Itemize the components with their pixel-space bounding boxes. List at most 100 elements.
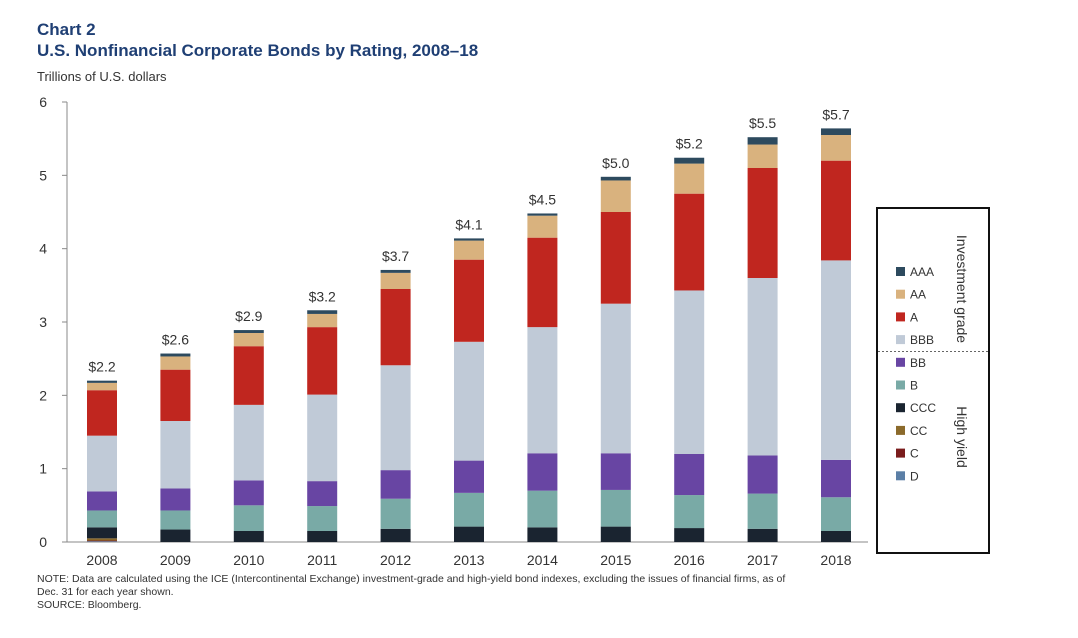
legend-label-ccc: CCC <box>910 401 936 415</box>
legend-label-bbb: BBB <box>910 333 934 347</box>
bar-segment-b-2018 <box>821 497 851 531</box>
total-label-2010: $2.9 <box>235 308 262 324</box>
bar-segment-bb-2017 <box>747 455 778 494</box>
bar-segment-b-2008 <box>87 510 117 528</box>
bar-segment-d-2008 <box>87 541 117 542</box>
legend-group-label-investment-grade: Investment grade <box>954 235 970 343</box>
bar-segment-b-2009 <box>160 510 191 530</box>
bar-segment-ccc-2017 <box>747 528 778 542</box>
bar-segment-aaa-2015 <box>600 176 631 181</box>
bar-segment-bbb-2011 <box>307 394 338 482</box>
legend-swatch-c <box>896 448 905 458</box>
bar-segment-aa-2008 <box>87 382 117 391</box>
total-label-2008: $2.2 <box>88 359 115 375</box>
bar-segment-ccc-2010 <box>233 531 264 542</box>
legend-swatch-d <box>896 471 905 481</box>
bar-segment-aaa-2016 <box>674 157 705 164</box>
bar-segment-aa-2011 <box>307 313 338 328</box>
total-label-2014: $4.5 <box>529 191 556 207</box>
y-tick-label: 4 <box>39 241 47 257</box>
x-tick-label-2016: 2016 <box>674 552 705 568</box>
legend-swatch-aa <box>896 289 905 299</box>
bar-segment-bb-2008 <box>87 491 117 511</box>
legend-swatch-bb <box>896 357 905 367</box>
total-label-2013: $4.1 <box>455 216 482 232</box>
bar-segment-aa-2016 <box>674 163 705 194</box>
bar-segment-c-2008 <box>87 540 117 542</box>
bar-segment-aaa-2013 <box>454 238 484 241</box>
total-label-2012: $3.7 <box>382 248 409 264</box>
bar-segment-aaa-2017 <box>747 137 778 145</box>
x-tick-label-2014: 2014 <box>527 552 558 568</box>
x-tick-label-2017: 2017 <box>747 552 778 568</box>
bar-segment-bbb-2009 <box>160 421 191 489</box>
bar-segment-aa-2014 <box>527 215 558 238</box>
bar-segment-aaa-2018 <box>821 128 851 135</box>
bar-segment-aa-2017 <box>747 144 778 168</box>
bar-segment-aa-2018 <box>821 135 851 161</box>
bar-segment-aaa-2009 <box>160 353 191 357</box>
chart-note: NOTE: Data are calculated using the ICE … <box>37 573 786 585</box>
bar-segment-b-2010 <box>233 505 264 531</box>
bar-segment-bb-2012 <box>380 470 411 499</box>
legend-label-b: B <box>910 379 918 393</box>
bar-segment-b-2016 <box>674 495 705 529</box>
bar-segment-ccc-2014 <box>527 527 558 542</box>
legend-label-aa: AA <box>910 288 926 302</box>
legend-label-aaa: AAA <box>910 265 934 279</box>
bar-segment-bb-2018 <box>821 459 851 498</box>
bar-segment-aa-2010 <box>233 333 264 347</box>
legend-group-label-high-yield: High yield <box>954 406 970 467</box>
total-label-2017: $5.5 <box>749 115 776 131</box>
bar-segment-ccc-2016 <box>674 528 705 542</box>
bar-segment-b-2014 <box>527 490 558 528</box>
legend-label-c: C <box>910 447 919 461</box>
bar-segment-a-2015 <box>600 212 631 304</box>
legend-box <box>876 207 990 554</box>
bar-segment-bbb-2010 <box>233 404 264 481</box>
legend-swatch-cc <box>896 425 905 435</box>
y-tick-label: 6 <box>39 94 47 110</box>
bar-segment-aa-2013 <box>454 240 484 260</box>
bar-segment-aaa-2008 <box>87 380 117 383</box>
chart-title: U.S. Nonfinancial Corporate Bonds by Rat… <box>37 41 479 60</box>
total-label-2009: $2.6 <box>162 332 189 348</box>
x-tick-label-2008: 2008 <box>86 552 117 568</box>
bar-segment-bbb-2008 <box>87 435 117 492</box>
bar-segment-aa-2015 <box>600 180 631 212</box>
x-tick-label-2018: 2018 <box>820 552 851 568</box>
bar-segment-a-2017 <box>747 168 778 278</box>
bar-segment-aaa-2010 <box>233 330 264 333</box>
y-tick-label: 3 <box>39 314 47 330</box>
bar-segment-a-2011 <box>307 327 338 395</box>
y-tick-label: 1 <box>39 461 47 477</box>
x-tick-label-2015: 2015 <box>600 552 631 568</box>
legend-swatch-aaa <box>896 267 905 276</box>
bar-segment-bb-2013 <box>454 460 484 493</box>
legend-swatch-bbb <box>896 335 905 345</box>
bar-segment-bb-2009 <box>160 488 191 511</box>
bar-segment-bbb-2018 <box>821 260 851 460</box>
bar-segment-ccc-2009 <box>160 529 191 542</box>
y-tick-label: 0 <box>39 534 47 550</box>
bar-segment-a-2009 <box>160 369 191 421</box>
bar-segment-bb-2011 <box>307 481 338 507</box>
total-label-2016: $5.2 <box>676 136 703 152</box>
chart-note-continued: Dec. 31 for each year shown. <box>37 586 174 598</box>
bar-segment-aa-2012 <box>380 272 411 289</box>
total-label-2015: $5.0 <box>602 155 629 171</box>
legend-label-bb: BB <box>910 356 926 370</box>
bar-segment-aaa-2012 <box>380 269 411 273</box>
bar-segment-bb-2015 <box>600 453 631 490</box>
bar-segment-a-2014 <box>527 237 558 328</box>
bar-segment-bbb-2017 <box>747 278 778 456</box>
bar-segment-ccc-2013 <box>454 526 484 542</box>
bar-segment-aa-2009 <box>160 356 191 370</box>
x-tick-label-2013: 2013 <box>453 552 484 568</box>
x-tick-label-2009: 2009 <box>160 552 191 568</box>
bar-segment-a-2010 <box>233 346 264 405</box>
chart-source: SOURCE: Bloomberg. <box>37 599 142 611</box>
bar-segment-a-2018 <box>821 160 851 261</box>
bar-segment-a-2013 <box>454 259 484 342</box>
